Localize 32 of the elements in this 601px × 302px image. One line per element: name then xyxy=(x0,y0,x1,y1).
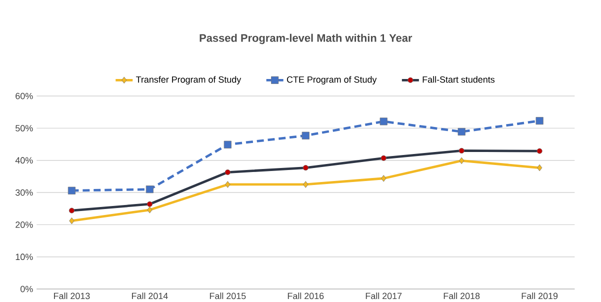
y-tick-label: 50% xyxy=(16,124,33,132)
legend-label: CTE Program of Study xyxy=(286,76,377,84)
point xyxy=(381,174,386,182)
y-tick-label: 20% xyxy=(16,221,33,228)
point xyxy=(147,206,152,214)
legend-label: Transfer Program of Study xyxy=(136,76,242,84)
point xyxy=(459,157,464,164)
y-tick-label: 10% xyxy=(16,253,33,260)
legend-label: Fall-Start students xyxy=(422,76,495,83)
point xyxy=(225,180,230,188)
point xyxy=(458,128,466,136)
point xyxy=(224,140,232,148)
x-tick-label: Fall 2019 xyxy=(522,292,558,299)
y-tick-label: 40% xyxy=(15,156,33,164)
point xyxy=(536,164,542,171)
x-tick-label: Fall 2016 xyxy=(288,292,324,299)
x-tick-label: Fall 2017 xyxy=(366,292,402,299)
point xyxy=(68,186,76,194)
y-tick-label: 30% xyxy=(16,189,33,196)
x-tick-label: Fall 2013 xyxy=(54,292,90,299)
x-tick-label: Fall 2018 xyxy=(444,292,480,299)
point xyxy=(536,116,544,124)
point xyxy=(69,217,74,224)
y-tick-label: 60% xyxy=(16,92,33,99)
chart-title: Passed Program-level Math within 1 Year xyxy=(200,34,412,44)
point xyxy=(302,132,310,140)
point xyxy=(380,117,388,126)
y-tick-label: 0% xyxy=(20,286,33,292)
point xyxy=(146,185,154,193)
point xyxy=(303,180,308,188)
x-tick-label: Fall 2015 xyxy=(210,292,246,299)
x-tick-label: Fall 2014 xyxy=(132,292,168,299)
